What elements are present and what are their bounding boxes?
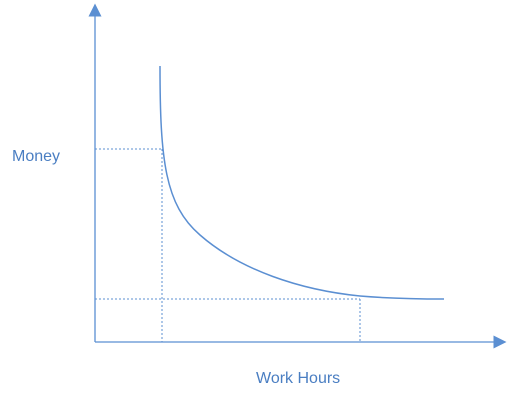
y-axis-label: Money — [12, 148, 61, 165]
x-axis-label: Work Hours — [256, 370, 341, 387]
money-hours-curve — [159, 65, 445, 300]
